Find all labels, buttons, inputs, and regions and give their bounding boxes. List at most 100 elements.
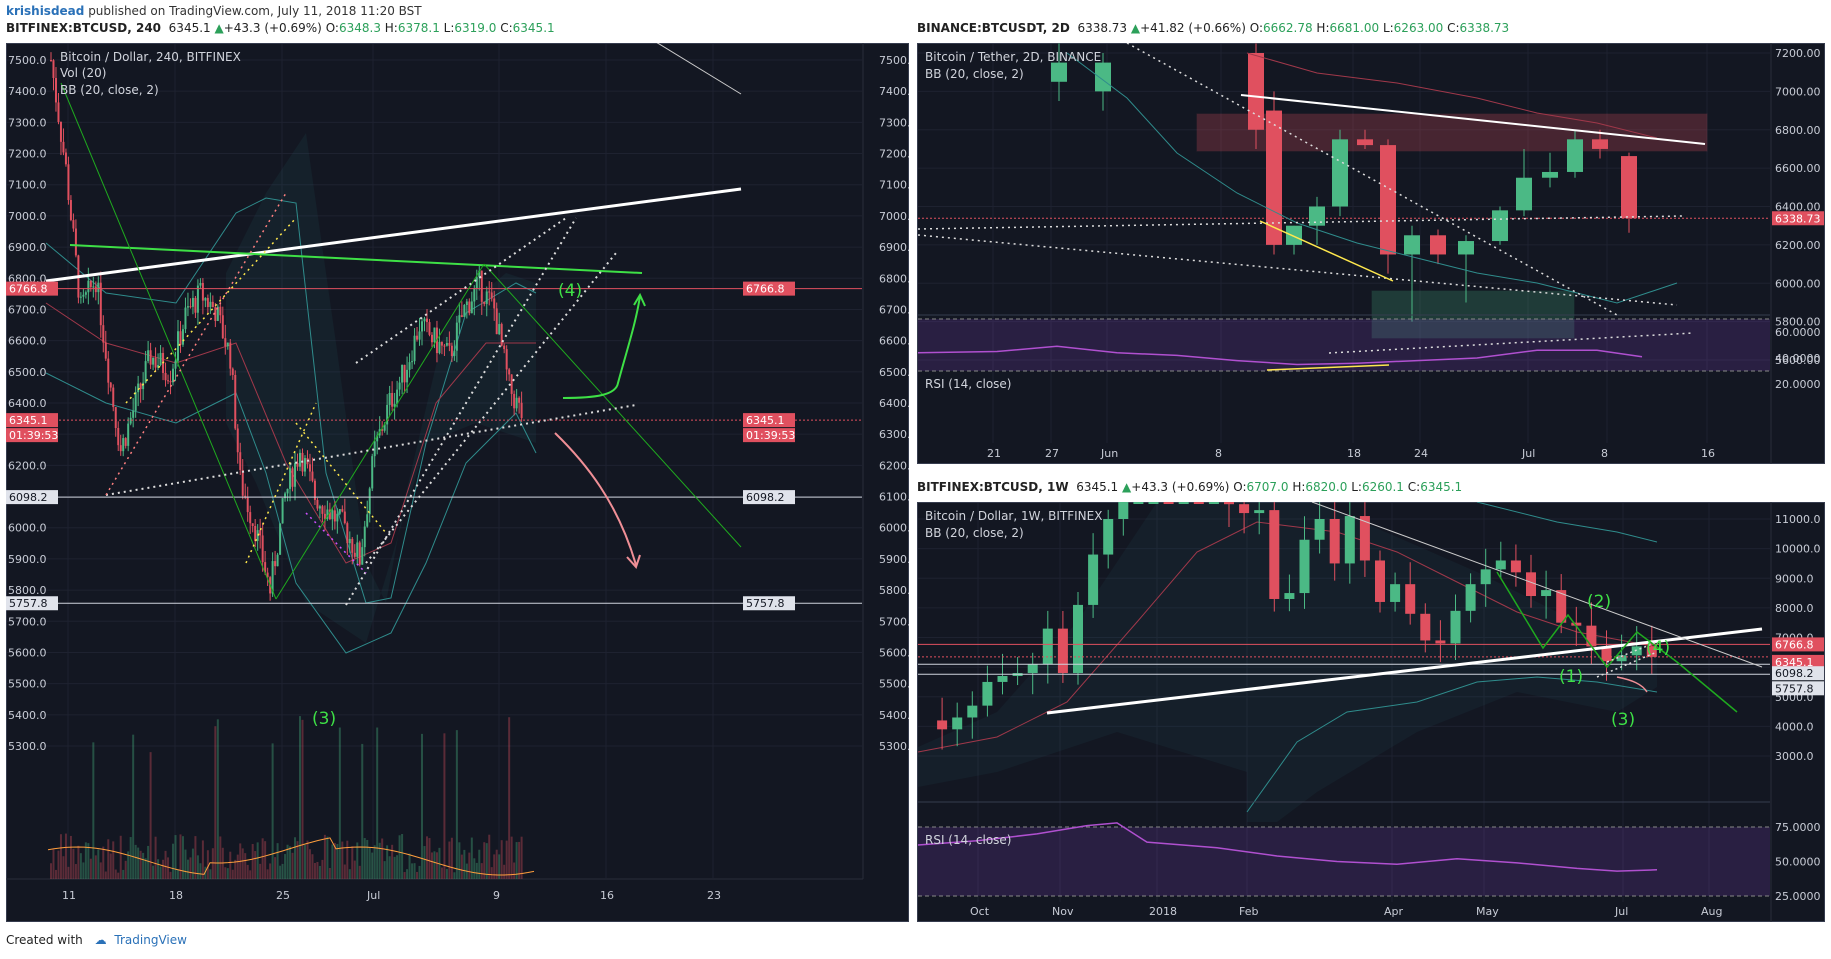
bollinger-lower bbox=[1246, 676, 1658, 813]
p2-open: 6662.78 bbox=[1262, 21, 1313, 35]
candle bbox=[199, 282, 202, 286]
y-tick-label: 6200.00 bbox=[1775, 239, 1821, 252]
projection-down-arrow bbox=[1616, 676, 1648, 693]
candle bbox=[428, 322, 431, 335]
arrow-head-up-icon bbox=[633, 292, 646, 307]
arrow-head-down-icon bbox=[626, 554, 641, 569]
candle bbox=[1495, 560, 1506, 570]
candle bbox=[67, 164, 70, 201]
candle bbox=[54, 78, 57, 103]
candle bbox=[1465, 584, 1476, 611]
candle bbox=[57, 102, 60, 123]
badge-resistance-bg bbox=[743, 281, 795, 296]
badge-resistance: 6766.8 bbox=[746, 283, 785, 296]
candle bbox=[393, 403, 396, 407]
candle bbox=[408, 362, 411, 370]
p1-levels bbox=[7, 288, 862, 604]
volume-bar bbox=[425, 836, 428, 879]
candle bbox=[1224, 502, 1234, 505]
candle bbox=[196, 285, 199, 313]
volume-bar bbox=[169, 871, 172, 879]
volume-bar bbox=[411, 863, 414, 879]
candle bbox=[226, 342, 229, 347]
volume-bar bbox=[211, 848, 214, 879]
candle bbox=[391, 392, 394, 407]
p3-low: 6260.1 bbox=[1361, 480, 1404, 494]
candle bbox=[418, 331, 421, 340]
volume-bar bbox=[408, 853, 411, 879]
candle bbox=[401, 364, 404, 383]
badge-low-bg bbox=[1772, 681, 1824, 696]
candle bbox=[1556, 590, 1567, 623]
candle bbox=[99, 282, 102, 326]
badge-resistance: 6766.8 bbox=[1775, 638, 1814, 651]
volume-bar bbox=[154, 836, 157, 879]
volume-bar bbox=[470, 837, 473, 879]
candle bbox=[448, 342, 451, 346]
x-tick-label: 18 bbox=[1347, 447, 1361, 460]
volume-bar bbox=[401, 834, 404, 879]
volume-bar bbox=[503, 864, 506, 879]
p1-chart[interactable]: 7500.0 7500.0 7400.0 7400.0 7300.0 7300.0 7200… bbox=[6, 43, 909, 922]
y-tick-label: 5600.0 bbox=[8, 646, 47, 659]
volume-bar bbox=[276, 843, 279, 879]
candle bbox=[1314, 519, 1325, 540]
badge-low-bg bbox=[743, 596, 795, 611]
p2-symbol-bar: BINANCE:BTCUSDT, 2D 6338.73 ▲+41.82 (+0.… bbox=[917, 21, 1510, 35]
volume-bar bbox=[303, 844, 306, 879]
volume-bar bbox=[149, 752, 152, 879]
volume-bar bbox=[112, 841, 115, 879]
x-tick-label: 24 bbox=[1414, 447, 1428, 460]
p3-change: +43.3 (+0.69%) bbox=[1131, 480, 1230, 494]
volume-bar bbox=[368, 847, 371, 879]
volume-bar bbox=[201, 840, 204, 879]
volume-bar bbox=[453, 872, 456, 879]
p1-change: +43.3 (+0.69%) bbox=[223, 21, 322, 35]
volume-bar bbox=[254, 851, 257, 879]
tradingview-link[interactable]: TradingView bbox=[114, 933, 187, 947]
candle bbox=[1103, 519, 1114, 555]
candle bbox=[97, 282, 100, 293]
p3-symbol[interactable]: BITFINEX:BTCUSD, 1W bbox=[917, 480, 1069, 494]
candle bbox=[164, 372, 167, 381]
elliott-line bbox=[60, 82, 277, 600]
volume-bar bbox=[450, 837, 453, 879]
y-tick-label: 6900.0 bbox=[879, 241, 909, 254]
candle bbox=[508, 369, 511, 375]
candle bbox=[1420, 613, 1431, 641]
candle bbox=[398, 382, 401, 390]
p1-last: 6345.1 bbox=[168, 21, 211, 35]
author-link[interactable]: krishisdead bbox=[6, 4, 85, 18]
candle bbox=[1095, 62, 1111, 92]
volume-bar bbox=[249, 870, 252, 879]
volume-bar bbox=[219, 836, 222, 879]
x-tick-label: Apr bbox=[1384, 905, 1404, 918]
volume-bar bbox=[323, 834, 326, 879]
volume-bar bbox=[326, 836, 329, 879]
p3-symbol-bar: BITFINEX:BTCUSD, 1W 6345.1 ▲+43.3 (+0.69… bbox=[917, 480, 1463, 494]
candle bbox=[1051, 62, 1067, 82]
candle bbox=[463, 304, 466, 317]
candle bbox=[1571, 622, 1582, 626]
p1-border bbox=[6, 43, 909, 922]
p3-chart[interactable]: 11000.010000.09000.08000.07000.06000.050… bbox=[917, 502, 1825, 922]
y-tick-label: 6200.0 bbox=[8, 459, 47, 472]
bollinger-upper bbox=[45, 197, 537, 604]
candle bbox=[520, 402, 523, 418]
candle bbox=[373, 441, 376, 457]
volume-bar bbox=[343, 864, 346, 879]
p1-volume bbox=[47, 716, 535, 879]
p2-symbol[interactable]: BINANCE:BTCUSDT, 2D bbox=[917, 21, 1070, 35]
p2-chart[interactable]: 7200.00 7000.00 6800.00 6600.00 6400.00 6200.… bbox=[917, 43, 1825, 464]
candle bbox=[109, 382, 112, 388]
p3-open: 6707.0 bbox=[1246, 480, 1289, 494]
p1-price-badges: 6766.8 6766.8 6345.1 6345.1 01:39:53 01:39:53… bbox=[6, 281, 795, 611]
y-tick-label: 7200.0 bbox=[8, 148, 47, 161]
candle bbox=[363, 526, 366, 548]
volume-bar bbox=[333, 842, 336, 879]
y-tick-label: 5800.0 bbox=[8, 584, 47, 597]
candle bbox=[445, 342, 448, 346]
bollinger-upper bbox=[1476, 502, 1658, 543]
p1-symbol[interactable]: BITFINEX:BTCUSD, 240 bbox=[6, 21, 162, 35]
candle bbox=[483, 301, 486, 304]
